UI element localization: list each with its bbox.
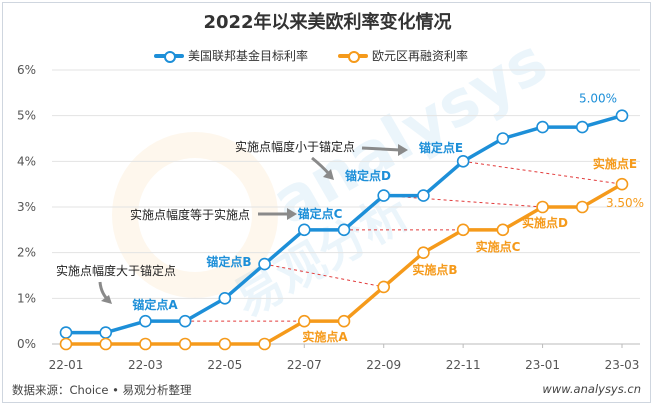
legend-label-us: 美国联邦基金目标利率 xyxy=(188,49,309,63)
annotation-note: 实施点幅度等于实施点 xyxy=(130,207,250,222)
annotation-arrowhead xyxy=(101,295,112,304)
annotation-arrowhead xyxy=(323,169,334,180)
y-tick-label: 5% xyxy=(17,109,36,123)
y-tick-label: 0% xyxy=(17,337,36,351)
data-point-eu xyxy=(615,177,629,191)
legend-item-eu: 欧元区再融资利率 xyxy=(338,47,468,64)
data-point-eu xyxy=(297,314,311,328)
anchor-point-label: 锚定点D xyxy=(345,168,391,183)
anchor-connector-line xyxy=(264,263,384,288)
implementation-point-label: 实施点E xyxy=(593,156,637,171)
legend-swatch-us xyxy=(154,50,184,63)
data-point-us xyxy=(417,189,430,202)
anchor-point-label: 锚定点B xyxy=(206,254,251,269)
data-point-eu xyxy=(178,337,192,351)
data-point-eu xyxy=(59,337,73,351)
implementation-point-label: 实施点B xyxy=(412,262,457,277)
data-point-us xyxy=(178,314,192,328)
data-point-us xyxy=(59,326,73,339)
x-tick-label: 22-07 xyxy=(287,358,322,372)
data-point-us xyxy=(99,326,113,339)
data-point-eu xyxy=(417,246,430,259)
end-value-label-us: 5.00% xyxy=(579,92,617,106)
y-tick-label: 6% xyxy=(17,63,36,77)
anchor-point-label: 锚定点C xyxy=(298,206,343,221)
data-point-eu xyxy=(575,200,589,214)
end-value-label-eu: 3.50% xyxy=(606,196,644,210)
annotation-note: 实施点幅度大于锚定点 xyxy=(56,263,176,278)
anchor-connector-line xyxy=(463,160,623,185)
data-point-us xyxy=(377,189,391,202)
data-point-us xyxy=(536,120,549,134)
y-tick-label: 4% xyxy=(17,154,36,168)
source-note: 数据来源：Choice • 易观分析整理 xyxy=(12,383,192,397)
data-point-eu xyxy=(337,314,351,328)
chart-frame xyxy=(2,2,651,403)
implementation-point-label: 实施点A xyxy=(302,329,348,344)
data-point-eu xyxy=(377,280,391,294)
data-point-us xyxy=(575,120,589,134)
implementation-point-label: 实施点D xyxy=(522,215,568,230)
data-point-eu xyxy=(496,223,510,237)
y-tick-label: 2% xyxy=(17,246,36,260)
data-point-eu xyxy=(456,223,470,237)
x-tick-label: 23-01 xyxy=(525,358,560,372)
data-point-eu xyxy=(536,200,549,214)
x-tick-label: 22-11 xyxy=(446,358,481,372)
anchor-point-label: 锚定点E xyxy=(419,140,463,155)
legend-item-us: 美国联邦基金目标利率 xyxy=(154,47,308,64)
data-point-eu xyxy=(218,337,232,351)
legend-swatch-eu xyxy=(338,50,368,63)
x-tick-label: 23-03 xyxy=(605,358,640,372)
annotation-arrow xyxy=(361,146,401,152)
x-tick-label: 22-01 xyxy=(49,358,84,372)
site-url: www.analysys.cn xyxy=(542,382,641,396)
annotation-note: 实施点幅度小于锚定点 xyxy=(235,139,355,154)
anchor-point-label: 锚定点A xyxy=(132,297,178,312)
x-tick-label: 22-05 xyxy=(207,358,242,372)
data-point-us xyxy=(337,223,351,237)
chart-title: 2022年以来美欧利率变化情况 xyxy=(203,12,452,33)
data-point-eu xyxy=(139,337,152,351)
data-point-us xyxy=(297,223,311,237)
data-point-eu xyxy=(99,337,113,351)
data-point-us xyxy=(139,314,152,328)
data-point-us xyxy=(456,155,470,168)
y-tick-label: 3% xyxy=(17,200,36,214)
y-tick-label: 1% xyxy=(17,291,36,305)
data-point-us xyxy=(258,257,271,271)
data-point-us xyxy=(496,132,510,145)
data-point-eu xyxy=(258,337,271,351)
anchor-connector-line xyxy=(383,195,543,208)
x-tick-label: 22-09 xyxy=(366,358,401,372)
data-point-us xyxy=(615,109,629,122)
annotation-arrowhead xyxy=(398,144,408,156)
annotation-arrowhead xyxy=(287,208,297,220)
data-point-us xyxy=(218,292,232,305)
x-tick-label: 22-03 xyxy=(128,358,163,372)
legend-label-eu: 欧元区再融资利率 xyxy=(372,49,469,63)
implementation-point-label: 实施点C xyxy=(476,239,521,254)
